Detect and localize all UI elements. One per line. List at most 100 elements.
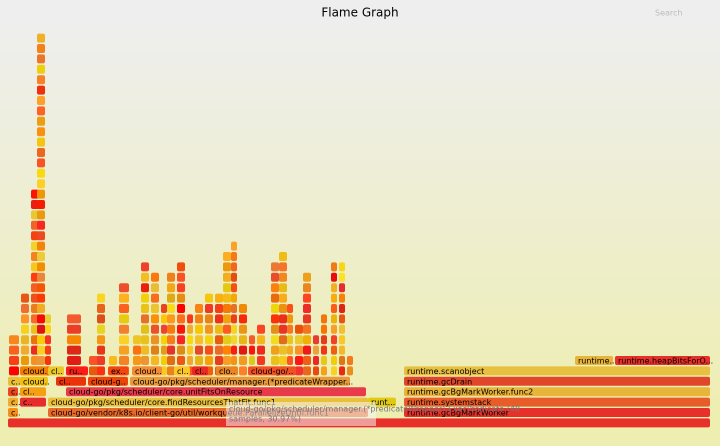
frame[interactable]: [321, 335, 327, 345]
frame[interactable]: [195, 356, 203, 365]
frame[interactable]: [331, 262, 337, 272]
frame[interactable]: [195, 335, 203, 345]
frame[interactable]: [195, 314, 203, 324]
frame[interactable]: [279, 262, 287, 272]
frame[interactable]: [37, 158, 45, 168]
frame[interactable]: [279, 345, 287, 355]
frame-group[interactable]: ru..: [66, 366, 88, 376]
frame[interactable]: [97, 366, 105, 376]
frame-group[interactable]: cl..: [48, 366, 64, 376]
frame[interactable]: [321, 366, 327, 376]
frame[interactable]: [223, 314, 231, 324]
frame-group[interactable]: runtime.gcBgMarkWorker: [404, 408, 710, 418]
frame-group[interactable]: ex..: [108, 366, 128, 376]
frame-group[interactable]: cl..: [174, 366, 190, 376]
frame[interactable]: [339, 356, 345, 365]
frame[interactable]: [279, 283, 287, 293]
frame[interactable]: [21, 304, 29, 313]
frame[interactable]: [37, 220, 45, 230]
frame[interactable]: [45, 356, 51, 365]
frame[interactable]: [313, 345, 319, 355]
frame[interactable]: [37, 283, 45, 293]
frame-group[interactable]: cl..: [56, 376, 86, 387]
frame[interactable]: [109, 356, 117, 365]
frame[interactable]: [37, 148, 45, 157]
frame[interactable]: [37, 106, 45, 116]
frame[interactable]: [151, 356, 159, 365]
frame[interactable]: [295, 366, 303, 376]
frame[interactable]: [239, 304, 247, 313]
frame-group[interactable]: c..: [8, 376, 20, 387]
frame[interactable]: [287, 324, 293, 334]
frame[interactable]: [119, 324, 129, 334]
frame[interactable]: [271, 283, 279, 293]
frame[interactable]: [167, 293, 175, 303]
frame[interactable]: [89, 356, 99, 365]
frame[interactable]: [271, 314, 279, 324]
frame[interactable]: [195, 324, 203, 334]
frame[interactable]: [141, 304, 149, 313]
frame[interactable]: [21, 293, 29, 303]
frame[interactable]: [151, 272, 159, 282]
frame[interactable]: [177, 324, 185, 334]
frame[interactable]: [279, 324, 287, 334]
frame[interactable]: [205, 293, 213, 303]
frame-group[interactable]: c..: [8, 408, 20, 418]
frame[interactable]: [223, 345, 231, 355]
frame[interactable]: [167, 356, 175, 365]
frame[interactable]: [339, 335, 345, 345]
frame[interactable]: [141, 345, 149, 355]
frame[interactable]: [177, 272, 185, 282]
frame[interactable]: [321, 324, 327, 334]
frame[interactable]: [287, 356, 293, 365]
frame[interactable]: [223, 356, 231, 365]
frame[interactable]: [313, 366, 319, 376]
frame[interactable]: [303, 314, 311, 324]
frame[interactable]: [177, 304, 185, 313]
frame[interactable]: [205, 345, 213, 355]
frame[interactable]: [133, 356, 141, 365]
frame[interactable]: [321, 345, 327, 355]
frame[interactable]: [9, 366, 19, 376]
frame[interactable]: [339, 366, 345, 376]
frame[interactable]: [249, 335, 255, 345]
frame-group[interactable]: cloud..: [20, 366, 50, 376]
frame[interactable]: [174, 366, 190, 376]
frame[interactable]: [223, 293, 231, 303]
frame[interactable]: [97, 345, 105, 355]
frame[interactable]: [161, 356, 167, 365]
frame[interactable]: [37, 241, 45, 251]
frame[interactable]: [231, 241, 237, 251]
frame[interactable]: [215, 304, 223, 313]
frame[interactable]: [187, 356, 193, 365]
frame[interactable]: [9, 345, 19, 355]
frame[interactable]: [331, 356, 337, 365]
frame[interactable]: [223, 272, 231, 282]
frame[interactable]: [223, 262, 231, 272]
frame[interactable]: [119, 293, 129, 303]
frame-group[interactable]: runtime...: [575, 356, 617, 366]
frame[interactable]: [249, 345, 255, 355]
frame[interactable]: [215, 345, 223, 355]
frame[interactable]: [88, 376, 128, 386]
frame[interactable]: [141, 283, 149, 293]
frame[interactable]: [161, 304, 167, 313]
frame[interactable]: [119, 345, 129, 355]
frame[interactable]: [37, 293, 45, 303]
frame[interactable]: [97, 324, 105, 334]
frame[interactable]: [313, 356, 319, 365]
frame[interactable]: [66, 387, 366, 397]
frame[interactable]: [347, 366, 353, 376]
frame[interactable]: [231, 262, 237, 272]
frame[interactable]: [231, 283, 237, 293]
frame[interactable]: [205, 314, 213, 324]
frame[interactable]: [9, 356, 19, 365]
frame[interactable]: [279, 314, 287, 324]
frame-group[interactable]: cloud-g..: [88, 376, 128, 387]
frame[interactable]: [167, 335, 175, 345]
frame[interactable]: [223, 335, 231, 345]
frame[interactable]: [97, 356, 105, 365]
frame[interactable]: [37, 345, 45, 355]
frame[interactable]: [37, 127, 45, 137]
frame[interactable]: [21, 324, 29, 334]
